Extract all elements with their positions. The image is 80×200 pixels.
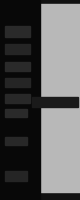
Bar bbox=[5, 109, 27, 117]
Bar bbox=[5, 62, 30, 71]
Bar bbox=[5, 44, 30, 54]
Bar bbox=[30, 4, 80, 192]
Bar bbox=[5, 26, 30, 37]
Bar bbox=[5, 171, 27, 181]
Bar bbox=[5, 94, 30, 103]
Bar bbox=[5, 78, 30, 87]
Bar bbox=[0, 0, 40, 200]
Bar bbox=[32, 97, 78, 107]
Bar bbox=[5, 137, 27, 145]
